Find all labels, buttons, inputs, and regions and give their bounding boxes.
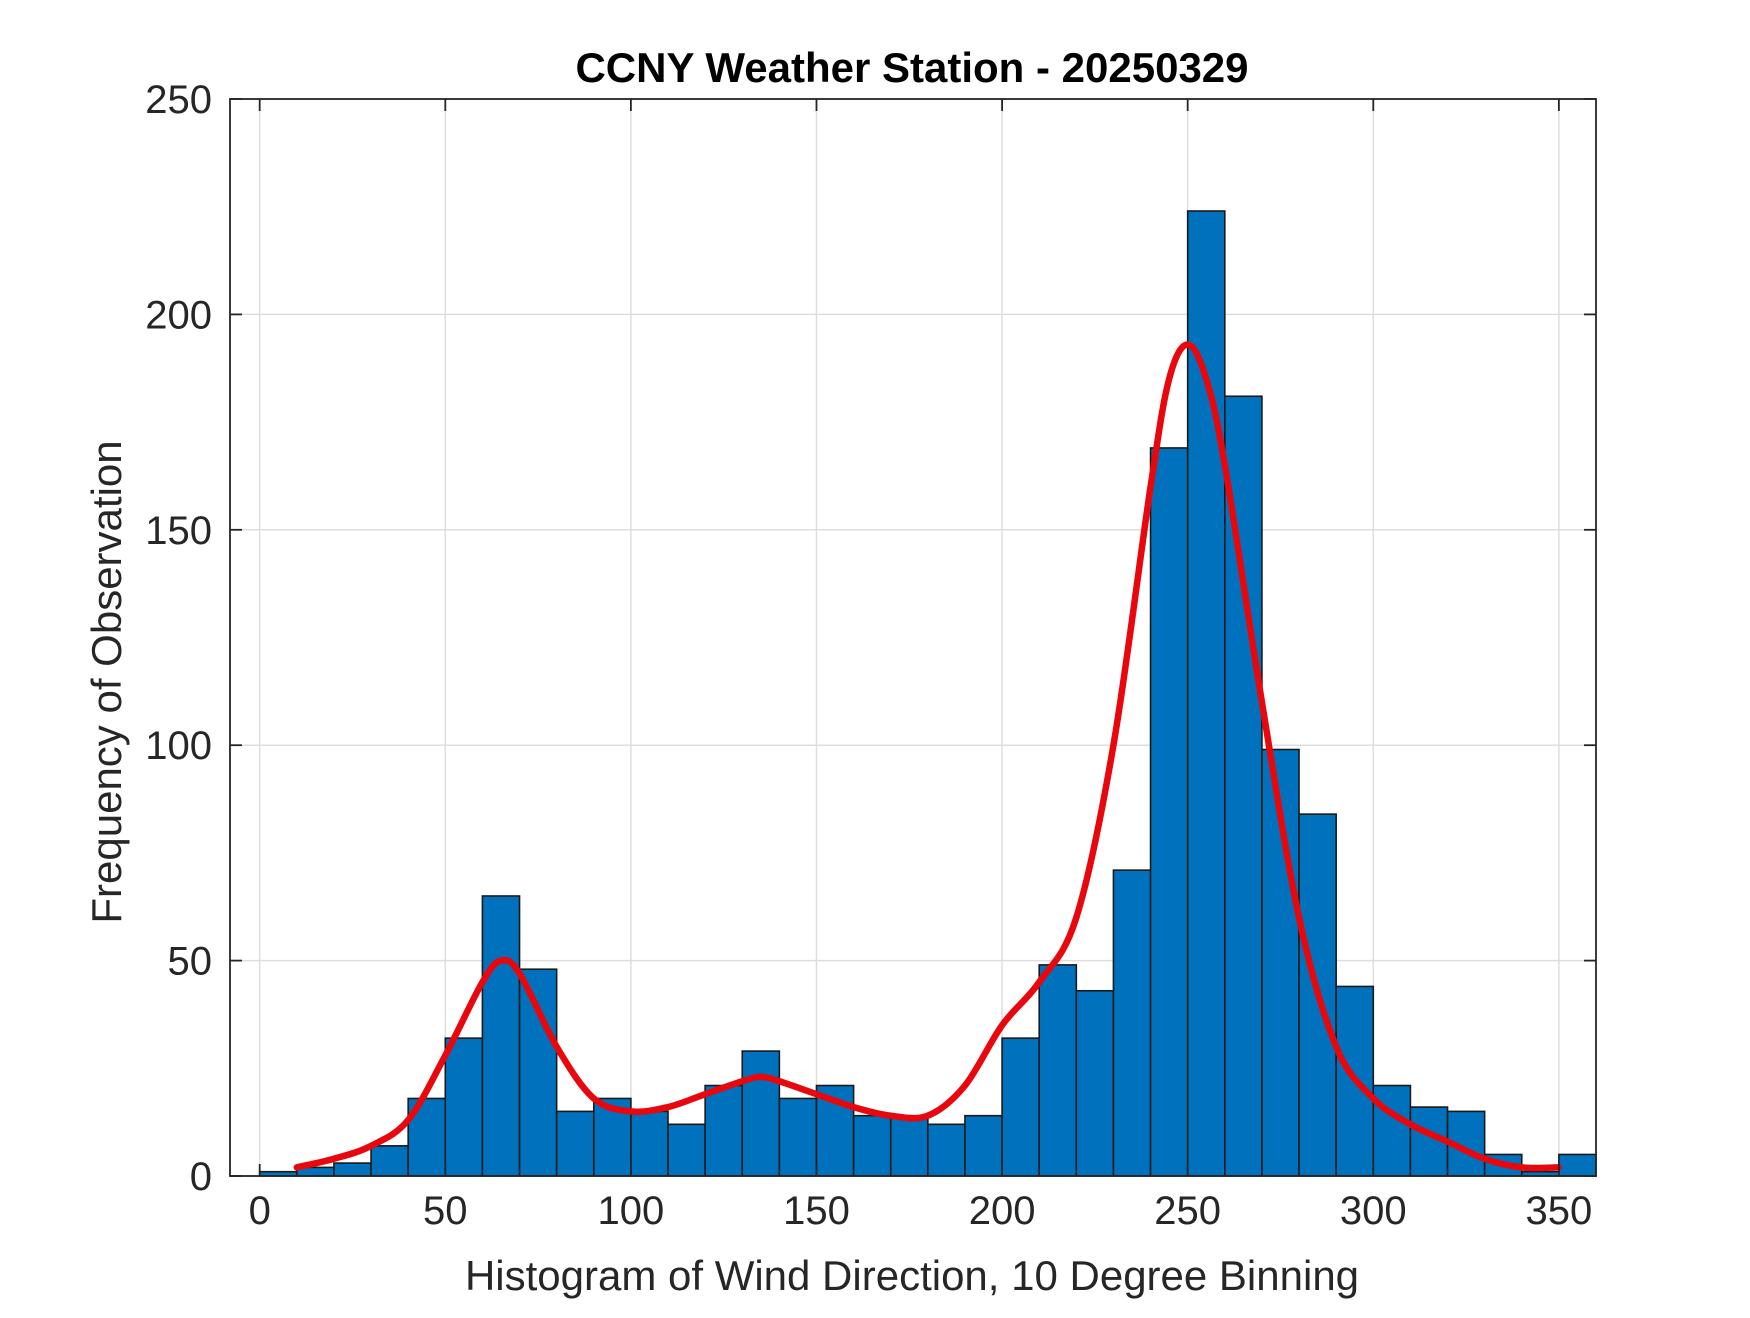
histogram-bar (1001, 1037, 1041, 1177)
tick-labels: 0 50 100 150 200 250 300 350 0 50 100 150 200 250 (145, 78, 1592, 1233)
axes-box (229, 98, 1597, 1177)
x-tick-label: 300 (1340, 1189, 1407, 1233)
histogram-bar (1149, 447, 1189, 1177)
histogram-bar (1112, 869, 1152, 1177)
histogram-bar (778, 1097, 818, 1177)
histogram-bar (1372, 1084, 1412, 1177)
histogram-bar (1186, 210, 1226, 1177)
histogram-bar (964, 1114, 1003, 1177)
histogram-bar (370, 1145, 409, 1177)
axes-frame (229, 98, 1597, 1177)
x-tick-label: 150 (783, 1189, 850, 1233)
histogram-bar (630, 1110, 669, 1177)
histogram-bar (518, 968, 558, 1177)
y-tick-label: 50 (168, 940, 213, 984)
histogram-bar (333, 1162, 372, 1177)
histogram-bars (258, 210, 1597, 1177)
histogram-bar (481, 895, 521, 1177)
histogram-bar (741, 1050, 781, 1177)
histogram-bar (852, 1114, 892, 1177)
histogram-bar (927, 1123, 966, 1177)
density-curve-layer (293, 341, 1563, 1172)
y-tick-label: 100 (145, 724, 212, 768)
x-tick-label: 100 (598, 1189, 665, 1233)
histogram-bar (1038, 964, 1078, 1177)
x-tick-label: 250 (1154, 1189, 1221, 1233)
x-tick-label: 200 (969, 1189, 1036, 1233)
histogram-bar (704, 1084, 744, 1177)
histogram-bar (667, 1123, 706, 1177)
y-tick-label: 250 (145, 78, 212, 122)
x-tick-label: 50 (423, 1189, 468, 1233)
y-tick-label: 0 (190, 1155, 212, 1199)
chart-title: CCNY Weather Station - 20250329 (575, 44, 1248, 91)
x-axis-label: Histogram of Wind Direction, 10 Degree B… (465, 1252, 1359, 1299)
y-axis-label: Frequency of Observation (83, 440, 130, 923)
histogram-bar (1075, 989, 1115, 1177)
histogram-bar (555, 1110, 595, 1177)
histogram-bar (889, 1114, 929, 1177)
y-tick-label: 200 (145, 293, 212, 337)
x-tick-label: 0 (249, 1189, 271, 1233)
histogram-bar (1558, 1153, 1597, 1177)
y-tick-label: 150 (145, 509, 212, 553)
x-tick-label: 350 (1526, 1189, 1593, 1233)
histogram-bar (1224, 395, 1263, 1177)
density-curve (293, 341, 1563, 1172)
histogram-bar (444, 1037, 484, 1177)
